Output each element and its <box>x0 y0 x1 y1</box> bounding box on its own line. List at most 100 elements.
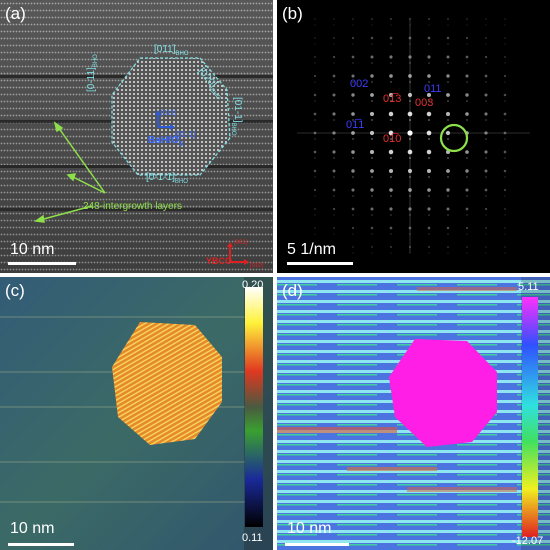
diffraction-spot <box>333 214 335 216</box>
diffraction-spot <box>333 233 335 235</box>
diffraction-spot <box>370 55 374 59</box>
diffraction-spot <box>389 188 393 192</box>
diffraction-spot <box>503 150 507 154</box>
diffraction-spot <box>371 252 373 254</box>
diffraction-spot <box>485 195 487 197</box>
diffraction-spot <box>466 18 468 20</box>
diffraction-spot <box>466 100 468 102</box>
diffraction-spot <box>332 93 336 97</box>
diffraction-spot <box>484 169 488 173</box>
diffraction-spot <box>333 252 335 254</box>
diffraction-spot <box>446 169 450 173</box>
diffraction-spot <box>369 111 375 117</box>
diffraction-spot <box>504 18 506 20</box>
diffraction-spot <box>465 36 469 40</box>
colorbar-d-min: -12.07 <box>512 535 544 547</box>
diffraction-spot <box>332 74 336 78</box>
diffraction-spot <box>485 43 487 45</box>
diffraction-spot <box>390 24 392 26</box>
diffraction-spot <box>333 119 335 121</box>
selected-spot-circle <box>439 123 469 153</box>
diffraction-spot <box>408 245 412 249</box>
diffraction-spot <box>371 195 373 197</box>
diffraction-spot <box>407 111 413 117</box>
diffraction-spot <box>466 24 468 26</box>
diffraction-spot <box>371 138 373 140</box>
diffraction-spot <box>428 81 430 83</box>
diffraction-spot <box>389 245 393 249</box>
diffraction-spot <box>333 18 335 20</box>
diffraction-spot <box>503 188 507 192</box>
diffraction-spot <box>466 43 468 45</box>
diffraction-spot <box>369 149 375 155</box>
diffraction-spot <box>370 169 374 173</box>
diffraction-spot <box>466 119 468 121</box>
diffraction-spot <box>390 62 392 64</box>
diffraction-spot <box>465 188 469 192</box>
diffraction-spot <box>484 150 488 154</box>
diffraction-spot <box>447 138 449 140</box>
scale-bar-a-text: 10 nm <box>10 241 55 258</box>
diffraction-spot <box>484 112 488 116</box>
intergrowth-annotation: 248-intergrowth layers <box>83 201 182 212</box>
substrate-axis-up-label: [001] <box>234 240 248 246</box>
diffraction-spot <box>466 214 468 216</box>
diffraction-spot <box>484 188 488 192</box>
diffraction-spot <box>352 18 354 20</box>
facet-right-label: [01-1]BHO <box>230 97 243 136</box>
diffraction-spot <box>390 233 392 235</box>
diffraction-spot <box>465 226 469 230</box>
diffraction-spot <box>314 157 316 159</box>
spot-label-0-10: 01̅0 <box>383 133 402 145</box>
diffraction-spot <box>409 100 411 102</box>
diffraction-spot <box>333 176 335 178</box>
panel-a-stem-image: (a) [011]BHO [0-11]BHO [020]BHO [01-1]BH… <box>0 0 273 273</box>
diffraction-spot <box>466 81 468 83</box>
diffraction-spot <box>314 100 316 102</box>
diffraction-spot <box>390 157 392 159</box>
diffraction-spot <box>371 100 373 102</box>
diffraction-spot <box>313 93 317 97</box>
diffraction-spot <box>408 188 412 192</box>
diffraction-spot <box>369 130 375 136</box>
diffraction-spot <box>445 111 451 117</box>
diffraction-spot <box>390 138 392 140</box>
diffraction-spot <box>428 24 430 26</box>
diffraction-spot <box>504 246 506 248</box>
diffraction-spot <box>447 233 449 235</box>
diffraction-spot <box>447 100 449 102</box>
particle-strain-region <box>112 322 222 445</box>
diffraction-spot <box>446 36 450 40</box>
diffraction-spot <box>371 119 373 121</box>
diffraction-spot <box>466 195 468 197</box>
diffraction-spot <box>446 226 450 230</box>
diffraction-spot <box>314 37 316 39</box>
scale-bar-c <box>8 543 74 546</box>
panel-c-label: (c) <box>5 281 25 300</box>
diffraction-spot <box>313 74 317 78</box>
scale-bar-d-text: 10 nm <box>287 520 332 537</box>
diffraction-spot <box>426 130 432 136</box>
diffraction-spot <box>446 93 450 97</box>
fft-pattern <box>297 17 530 254</box>
diffraction-spot <box>426 168 432 174</box>
diffraction-spot <box>504 176 506 178</box>
diffraction-spot <box>351 169 355 173</box>
diffraction-spot <box>447 43 449 45</box>
diffraction-spot <box>390 195 392 197</box>
diffraction-spot <box>390 252 392 254</box>
diffraction-spot <box>352 157 354 159</box>
green-arrows <box>34 121 106 223</box>
diffraction-spot <box>503 112 507 116</box>
diffraction-spot <box>390 176 392 178</box>
diffraction-spot <box>484 74 488 78</box>
diffraction-spot <box>504 43 506 45</box>
diffraction-spot <box>351 74 355 78</box>
diffraction-spot <box>466 157 468 159</box>
diffraction-spot <box>409 24 411 26</box>
spot-label-0-11: 01̅1 <box>346 119 365 131</box>
panel-b-label: (b) <box>282 4 303 23</box>
diffraction-spot <box>370 17 374 21</box>
panel-b-fft: (b) 002 011 01̅1 01̅3 003 01̅0 5 1/nm <box>277 0 550 273</box>
diffraction-spot <box>389 226 393 230</box>
